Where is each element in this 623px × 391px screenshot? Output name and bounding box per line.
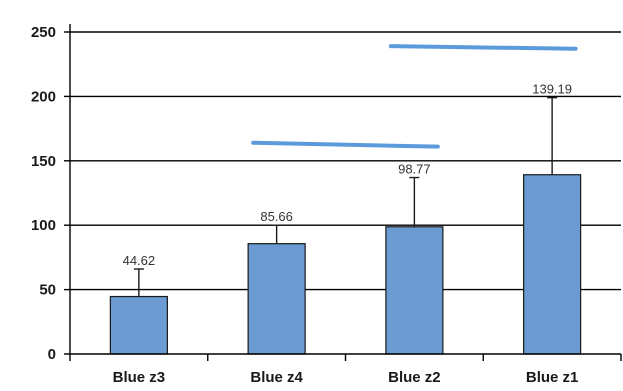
data-label: 139.19 bbox=[532, 82, 572, 97]
significance-line bbox=[388, 44, 578, 51]
bar bbox=[109, 295, 168, 355]
y-axis-ticks: 0 50 100 150 200 250 bbox=[31, 24, 70, 363]
y-tick-label: 100 bbox=[31, 217, 56, 234]
significance-lines bbox=[251, 44, 578, 149]
bar bbox=[385, 226, 444, 355]
x-category-label: Blue z2 bbox=[388, 369, 441, 386]
y-tick-label: 0 bbox=[48, 346, 56, 363]
bars bbox=[109, 174, 582, 355]
x-category-label: Blue z4 bbox=[250, 369, 303, 386]
bar bbox=[523, 174, 582, 355]
data-labels: 44.62 85.66 98.77 139.19 bbox=[123, 82, 572, 268]
x-axis-categories: Blue z3 Blue z4 Blue z2 Blue z1 bbox=[69, 354, 622, 386]
data-label: 98.77 bbox=[398, 162, 431, 177]
y-tick-label: 200 bbox=[31, 88, 56, 105]
data-label: 44.62 bbox=[123, 253, 156, 268]
y-tick-label: 250 bbox=[31, 24, 56, 41]
significance-line bbox=[251, 140, 440, 149]
y-tick-label: 150 bbox=[31, 153, 56, 170]
error-bars bbox=[133, 96, 558, 297]
y-tick-label: 50 bbox=[39, 282, 56, 299]
x-category-label: Blue z3 bbox=[113, 369, 166, 386]
data-label: 85.66 bbox=[260, 209, 293, 224]
bar bbox=[247, 243, 306, 355]
x-category-label: Blue z1 bbox=[526, 369, 579, 386]
